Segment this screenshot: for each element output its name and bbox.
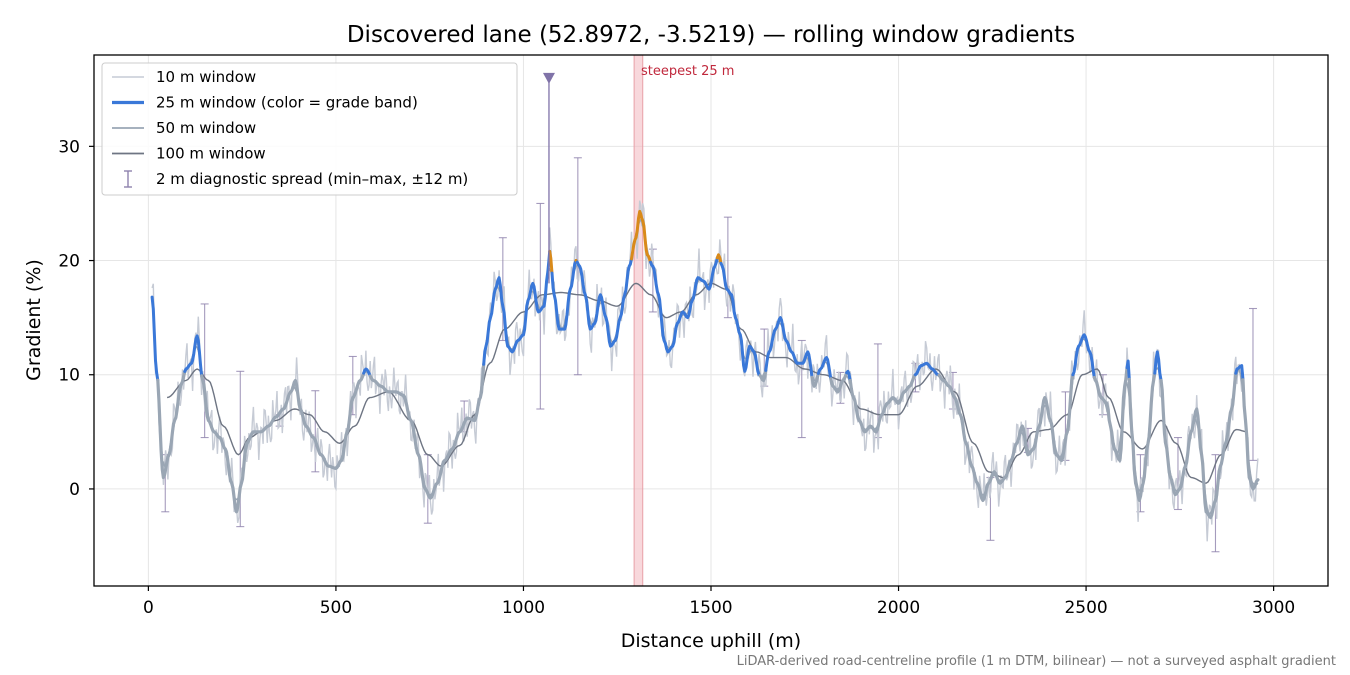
legend-label: 25 m window (color = grade band) <box>156 94 418 112</box>
steepest-25m-band <box>633 54 644 587</box>
legend-label: 10 m window <box>156 68 256 86</box>
series-25m-window-low <box>1092 366 1129 462</box>
y-tick-label: 10 <box>58 366 80 386</box>
series-25m-window-mid <box>845 369 852 383</box>
series-25m-window-low <box>1159 371 1238 520</box>
series-25m-window-mid <box>183 334 204 378</box>
x-axis-ticks: 0 500 1000 1500 2000 2500 3000 <box>143 586 1295 618</box>
x-tick-label: 1500 <box>689 598 732 618</box>
series-25m-window-steep <box>715 253 723 265</box>
legend-item: 100 m window <box>112 145 266 163</box>
footnote: LiDAR-derived road-centreline profile (1… <box>737 654 1336 669</box>
legend: 10 m window 25 m window (color = grade ba… <box>101 62 518 196</box>
series-25m-window-mid <box>649 256 719 354</box>
steepest-band <box>633 54 644 587</box>
legend-label: 2 m diagnostic spread (min–max, ±12 m) <box>156 170 468 188</box>
series-25m-window-mid <box>1234 364 1245 382</box>
series-25m-window-mid <box>482 249 552 366</box>
y-axis-ticks: 0 10 20 30 <box>58 137 94 500</box>
error-bar <box>1248 307 1257 461</box>
series-25m-window-steep <box>548 249 554 275</box>
series-25m-window-low <box>368 362 486 500</box>
markers <box>542 72 555 284</box>
series-25m-window-low <box>1127 371 1157 502</box>
legend-item: 50 m window <box>112 119 256 137</box>
series-25m-window-low <box>848 373 917 434</box>
series-25m-window-low <box>937 373 1075 502</box>
chart-title: Discovered lane (52.8972, -3.5219) — rol… <box>347 22 1075 48</box>
steepest-label: steepest 25 m <box>641 64 734 79</box>
y-axis-label: Gradient (%) <box>23 259 45 381</box>
series-25m-window-mid <box>719 261 762 378</box>
legend-item: 10 m window <box>112 68 256 86</box>
y-tick-label: 30 <box>58 137 80 157</box>
legend-box <box>101 62 518 196</box>
y-tick-label: 20 <box>58 252 80 272</box>
legend-item: 25 m window (color = grade band) <box>112 94 418 112</box>
error-bar <box>200 303 209 439</box>
x-tick-label: 1000 <box>502 598 545 618</box>
series-25m-window-mid <box>1153 350 1163 382</box>
series-25m-window-low <box>156 369 187 480</box>
series-25m-window-mid <box>816 356 833 381</box>
legend-label: 100 m window <box>156 145 266 163</box>
x-axis-label: Distance uphill (m) <box>621 630 801 652</box>
error-bar <box>236 370 245 528</box>
x-tick-label: 500 <box>320 598 352 618</box>
series-lines <box>150 200 1260 542</box>
series-25m-window-mid <box>1071 333 1096 379</box>
error-bar <box>1173 436 1182 511</box>
y-tick-label: 0 <box>69 480 80 500</box>
series-25m-window-mid <box>764 316 814 379</box>
series-25m-window-low <box>810 371 820 388</box>
series-25m-window-low <box>829 371 849 394</box>
x-tick-label: 3000 <box>1252 598 1295 618</box>
series-25m-window-steep <box>630 209 653 264</box>
series-25m-window-low <box>758 368 768 383</box>
legend-label: 50 m window <box>156 119 256 137</box>
series-25m-window-mid <box>150 295 160 382</box>
series-25m-window-mid <box>575 257 633 348</box>
x-tick-label: 0 <box>143 598 154 618</box>
series-25m-window-low <box>200 371 366 514</box>
x-tick-label: 2000 <box>877 598 920 618</box>
peak-marker <box>542 72 555 84</box>
series-25m-window-mid <box>913 361 941 377</box>
series-25m-window-mid <box>362 367 372 378</box>
x-tick-label: 2500 <box>1064 598 1107 618</box>
series-25m-window-mid <box>550 259 578 331</box>
series-25m-window-low <box>1241 378 1260 491</box>
series-25m-window-mid <box>1125 359 1131 381</box>
legend-item: 2 m diagnostic spread (min–max, ±12 m) <box>124 170 468 188</box>
